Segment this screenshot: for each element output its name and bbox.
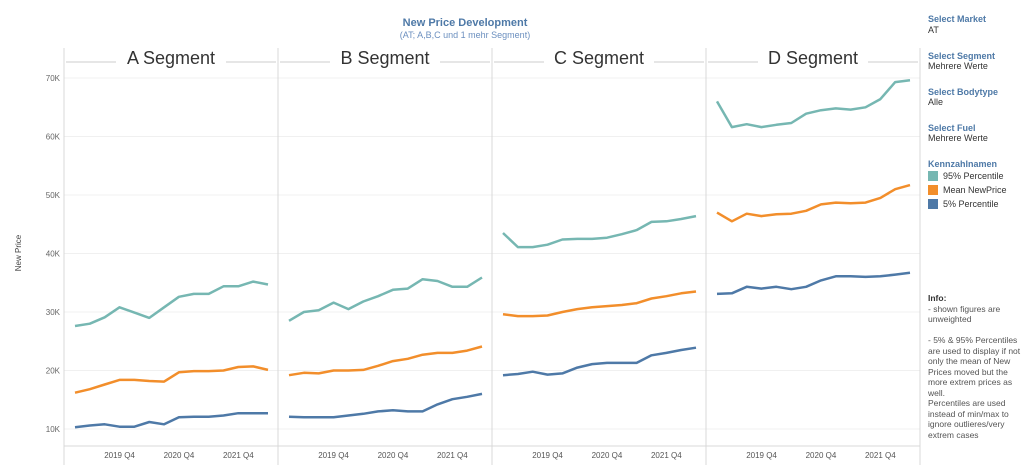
panel-title: A Segment [127, 48, 215, 68]
legend-label: Mean NewPrice [943, 185, 1007, 195]
y-tick-label: 20K [46, 367, 61, 376]
series-line-95-percentile [502, 214, 697, 249]
x-tick-label: 2020 Q4 [378, 451, 409, 460]
y-tick-label: 40K [46, 250, 61, 259]
x-tick-label: 2020 Q4 [592, 451, 623, 460]
filter-bodytype-value[interactable]: Alle [928, 97, 944, 107]
x-tick-label: 2019 Q4 [104, 451, 135, 460]
legend-swatch [928, 199, 938, 209]
x-tick-label: 2020 Q4 [806, 451, 837, 460]
x-tick-label: 2021 Q4 [651, 451, 682, 460]
info-text: - shown figures are unweighted - 5% & 95… [928, 303, 1021, 440]
y-tick-label: 30K [46, 308, 61, 317]
y-tick-label: 10K [46, 425, 61, 434]
y-tick-label: 70K [46, 74, 61, 83]
legend-item-5[interactable]: 5% Percentile [928, 199, 999, 209]
filter-segment-label: Select Segment [928, 51, 996, 61]
series-line-5-percentile [74, 411, 268, 429]
filter-market-label: Select Market [928, 14, 987, 24]
chart-subtitle: (AT; A,B,C und 1 mehr Segment) [399, 30, 531, 40]
series-line-mean-newprice [74, 365, 269, 394]
legend-title: Kennzahlnamen [928, 159, 998, 169]
series-line-mean-newprice [502, 290, 697, 318]
x-tick-label: 2021 Q4 [865, 451, 896, 460]
filter-bodytype-label: Select Bodytype [928, 87, 999, 97]
chart-title: New Price Development [402, 17, 528, 29]
series-line-95-percentile [288, 276, 483, 322]
filter-fuel-value[interactable]: Mehrere Werte [928, 133, 988, 143]
x-tick-label: 2019 Q4 [746, 451, 777, 460]
legend-label: 5% Percentile [943, 199, 999, 209]
series-line-95-percentile [74, 280, 269, 328]
series-line-5-percentile [716, 271, 911, 296]
x-tick-label: 2020 Q4 [164, 451, 195, 460]
legend-swatch [928, 171, 938, 181]
legend-item-mean[interactable]: Mean NewPrice [928, 185, 1007, 195]
legend-item-95[interactable]: 95% Percentile [928, 171, 1004, 181]
series-line-95-percentile [715, 79, 911, 129]
info-title: Info: [928, 293, 947, 303]
series-line-5-percentile [288, 392, 483, 419]
x-tick-label: 2021 Q4 [223, 451, 254, 460]
filter-segment-value[interactable]: Mehrere Werte [928, 61, 988, 71]
filter-fuel-label: Select Fuel [928, 123, 976, 133]
series-line-mean-newprice [716, 183, 911, 223]
y-tick-label: 60K [46, 133, 61, 142]
legend-label: 95% Percentile [943, 171, 1004, 181]
x-tick-label: 2019 Q4 [318, 451, 349, 460]
legend-swatch [928, 185, 938, 195]
x-tick-label: 2021 Q4 [437, 451, 468, 460]
y-tick-label: 50K [46, 191, 61, 200]
panel-title: D Segment [768, 48, 858, 68]
info-box: Info: - shown figures are unweighted - 5… [928, 293, 1024, 440]
filter-market-value[interactable]: AT [928, 25, 939, 35]
series-line-mean-newprice [288, 345, 483, 377]
panel-title: C Segment [554, 48, 644, 68]
panel-title: B Segment [340, 48, 429, 68]
y-axis-title: New Price [14, 234, 23, 271]
series-line-5-percentile [502, 346, 697, 377]
x-tick-label: 2019 Q4 [532, 451, 563, 460]
